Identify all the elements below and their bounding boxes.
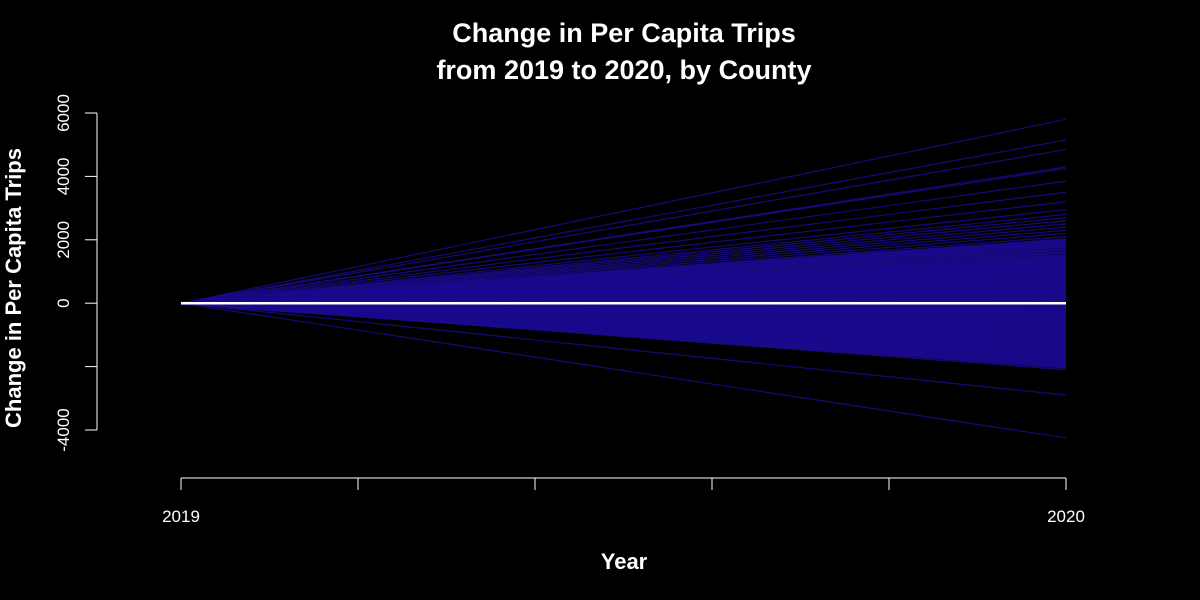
x-tick-label: 2020 <box>1047 507 1085 526</box>
county-line <box>180 139 1067 304</box>
chart-title-line2: from 2019 to 2020, by County <box>436 55 811 85</box>
county-line <box>180 302 1067 371</box>
x-axis: 2019 2020 <box>162 477 1085 526</box>
county-line <box>180 201 1067 304</box>
y-axis-title: Change in Per Capita Trips <box>1 148 26 428</box>
county-line <box>180 118 1067 304</box>
y-tick-label: 4000 <box>54 157 73 195</box>
x-tick-label: 2019 <box>162 507 200 526</box>
chart-title-line1: Change in Per Capita Trips <box>452 18 796 48</box>
county-line <box>180 302 1067 439</box>
county-line <box>180 191 1067 304</box>
county-line <box>180 302 1067 396</box>
y-tick-label: 0 <box>54 298 73 307</box>
y-tick-label: -4000 <box>54 408 73 451</box>
x-axis-title: Year <box>601 549 648 574</box>
y-axis: -4000 0 2000 4000 6000 <box>54 94 98 452</box>
county-line <box>180 180 1067 304</box>
county-line <box>180 209 1067 304</box>
y-tick-label: 2000 <box>54 221 73 259</box>
y-tick-label: 6000 <box>54 94 73 132</box>
county-series-lines <box>180 118 1067 439</box>
county-line <box>180 167 1067 304</box>
county-line <box>180 148 1067 304</box>
